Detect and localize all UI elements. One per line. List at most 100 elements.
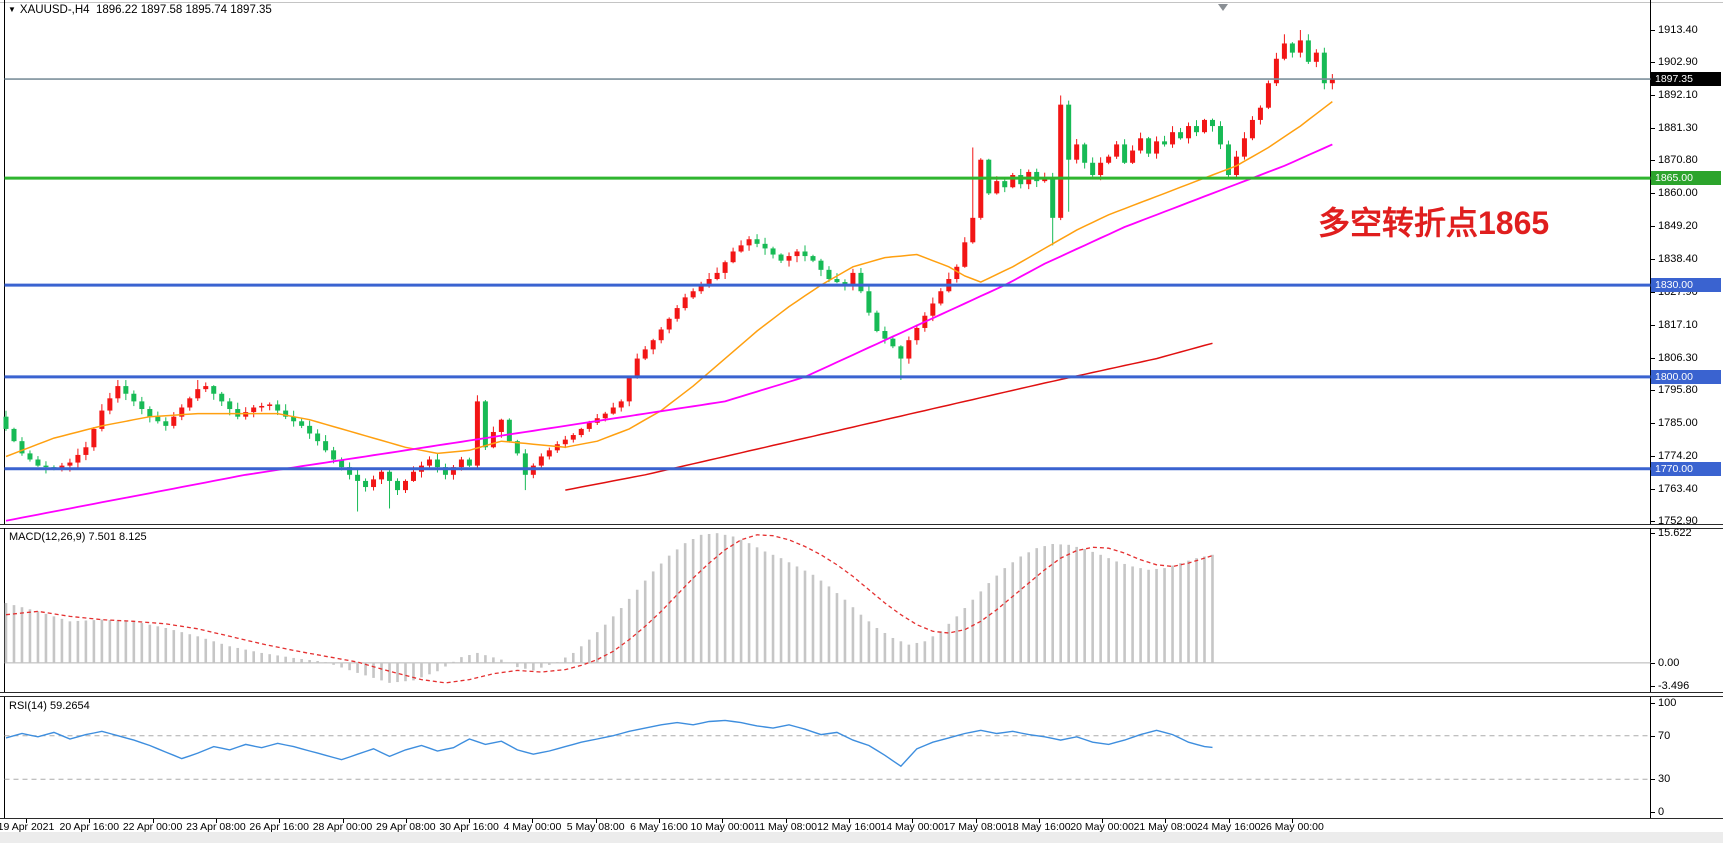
- price-level-badge: 1830.00: [1651, 278, 1721, 292]
- price-tick-label: 1849.20: [1658, 220, 1698, 232]
- rsi-tick-label: 70: [1658, 730, 1671, 742]
- time-tick-label: 30 Apr 16:00: [439, 821, 499, 833]
- time-tick: [912, 819, 914, 823]
- panel-separator[interactable]: [0, 692, 1723, 697]
- rsi-indicator-label: RSI(14) 59.2654: [9, 700, 90, 712]
- time-tick-label: 18 May 16:00: [1006, 821, 1071, 833]
- price-tick-dash: [1651, 521, 1655, 522]
- time-tick: [26, 819, 27, 823]
- time-tick: [659, 819, 660, 823]
- rsi-tick-label: 100: [1658, 697, 1677, 709]
- price-level-badge: 1865.00: [1651, 171, 1721, 185]
- price-level-badge: 1897.35: [1651, 72, 1721, 86]
- rsi-tick-dash: [1651, 703, 1655, 704]
- price-tick-dash: [1651, 226, 1655, 227]
- time-tick: [1102, 819, 1104, 823]
- price-tick-label: 1860.00: [1658, 187, 1698, 199]
- panel-separator[interactable]: [0, 524, 1723, 529]
- time-tick-label: 28 Apr 00:00: [312, 821, 373, 833]
- time-tick-label: 20 May 00:00: [1070, 821, 1134, 833]
- annotation-text[interactable]: 多空转折点1865: [1318, 205, 1550, 241]
- price-tick-label: 1763.40: [1658, 483, 1698, 495]
- time-axis[interactable]: 19 Apr 2021 20 Apr 16:00 22 Apr 00:00 23 Ap…: [0, 818, 1723, 833]
- time-tick: [1228, 819, 1230, 823]
- ma-mid-magenta: [5, 143, 1333, 522]
- time-tick-label: 20 Apr 16:00: [59, 821, 120, 833]
- price-tick-label: 1774.20: [1658, 450, 1698, 462]
- symbol-title: XAUUSD-,H4: [19, 4, 90, 16]
- rsi-tick-dash: [1651, 812, 1655, 813]
- price-tick-label: 1902.90: [1658, 56, 1698, 68]
- price-tick-dash: [1651, 292, 1655, 293]
- macd-tick-dash: [1651, 686, 1655, 687]
- time-tick: [405, 819, 407, 823]
- time-tick: [89, 819, 91, 823]
- price-tick-label: 1817.10: [1658, 319, 1698, 331]
- price-tick-label: 1870.80: [1658, 154, 1698, 166]
- price-tick-label: 1785.00: [1658, 417, 1698, 429]
- price-tick-dash: [1651, 423, 1655, 424]
- time-tick-label: 6 May 16:00: [630, 821, 688, 833]
- time-tick: [722, 819, 724, 823]
- time-tick: [1038, 819, 1040, 823]
- time-tick-label: 4 May 00:00: [503, 821, 562, 833]
- price-tick-dash: [1651, 95, 1655, 96]
- time-tick: [785, 819, 787, 823]
- time-tick: [215, 819, 217, 823]
- price-level-badge: 1770.00: [1651, 462, 1721, 476]
- time-tick-label: 5 May 08:00: [566, 821, 625, 833]
- time-tick-label: 21 May 08:00: [1133, 821, 1198, 833]
- time-tick: [279, 819, 281, 823]
- time-tick-label: 24 May 16:00: [1196, 821, 1261, 833]
- price-tick-label: 1795.80: [1658, 384, 1698, 396]
- macd-tick-dash: [1651, 663, 1655, 664]
- price-tick-dash: [1651, 325, 1655, 326]
- window-bottom-strip: [0, 832, 1723, 843]
- symbol-header[interactable]: ▼ XAUUSD-,H4 1896.22 1897.58 1895.74 1897…: [8, 4, 272, 16]
- price-tick-label: 1881.30: [1658, 122, 1698, 134]
- time-tick: [1165, 819, 1167, 823]
- price-tick-dash: [1651, 160, 1655, 161]
- time-tick-label: 14 May 00:00: [880, 821, 945, 833]
- rsi-tick-label: 30: [1658, 773, 1671, 785]
- chart-shift-marker-icon[interactable]: [1218, 4, 1228, 11]
- time-tick-label: 26 Apr 16:00: [249, 821, 309, 833]
- symbol-dropdown-icon[interactable]: ▼: [8, 5, 16, 14]
- time-tick-label: 12 May 16:00: [817, 821, 881, 833]
- price-tick-dash: [1651, 30, 1655, 31]
- rsi-tick-label: 0: [1658, 806, 1665, 818]
- rsi-tick-dash: [1651, 736, 1655, 737]
- candles: [3, 30, 1335, 512]
- time-tick: [152, 819, 154, 823]
- rsi-panel-canvas[interactable]: [0, 697, 1652, 818]
- window-top-border: [0, 2, 1723, 3]
- macd-panel-canvas[interactable]: [0, 528, 1652, 692]
- price-tick-dash: [1651, 358, 1655, 359]
- macd-tick-dash: [1651, 533, 1655, 534]
- time-tick-label: 10 May 00:00: [690, 821, 755, 833]
- time-tick-label: 23 Apr 08:00: [186, 821, 246, 833]
- rsi-line: [5, 719, 1213, 768]
- main-chart-canvas[interactable]: [0, 0, 1652, 524]
- symbol-ohlc-values: 1896.22 1897.58 1895.74 1897.35: [95, 4, 272, 16]
- time-tick: [469, 819, 471, 823]
- time-tick-label: 17 May 08:00: [943, 821, 1008, 833]
- price-level-badge: 1800.00: [1651, 370, 1721, 384]
- time-tick: [342, 819, 344, 823]
- price-tick-dash: [1651, 62, 1655, 63]
- price-tick-label: 1838.40: [1658, 253, 1698, 265]
- time-tick-label: 11 May 08:00: [754, 821, 818, 833]
- time-tick: [975, 819, 977, 823]
- macd-tick-label: 0.00: [1658, 657, 1680, 669]
- macd-indicator-label: MACD(12,26,9) 7.501 8.125: [9, 531, 147, 543]
- price-axis[interactable]: 1913.40 1902.90 1892.10 1881.30 1870.80 1860.…: [1651, 0, 1723, 832]
- rsi-tick-dash: [1651, 779, 1655, 780]
- price-tick-label: 1913.40: [1658, 24, 1698, 36]
- macd-tick-label: -3.496: [1658, 680, 1690, 692]
- time-tick: [595, 819, 597, 823]
- price-tick-dash: [1651, 489, 1655, 490]
- price-tick-dash: [1651, 259, 1655, 260]
- price-tick-dash: [1651, 456, 1655, 457]
- price-tick-label: 1806.30: [1658, 352, 1698, 364]
